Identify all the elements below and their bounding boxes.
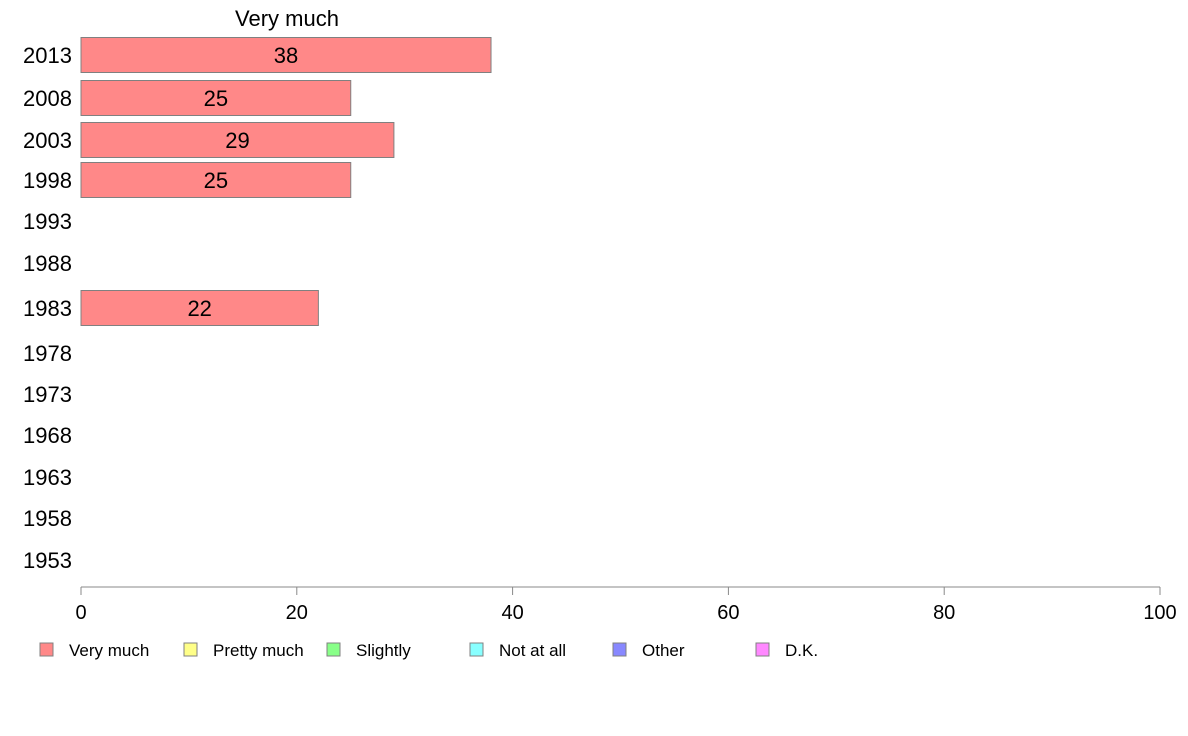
data-label: 29: [225, 128, 249, 153]
y-tick-label: 2008: [23, 86, 72, 111]
legend-label: Other: [642, 641, 685, 660]
legend: Very much Pretty much Slightly Not at all Ot…: [39, 641, 818, 660]
y-tick-label: 1978: [23, 341, 72, 366]
legend-swatch: [469, 642, 484, 657]
x-tick-label: 0: [75, 602, 86, 624]
data-label: 25: [204, 86, 228, 111]
x-tick-label: 80: [933, 602, 955, 624]
x-tick-label: 100: [1143, 602, 1176, 624]
legend-swatch: [326, 642, 341, 657]
legend-swatch: [39, 642, 54, 657]
legend-label: D.K.: [785, 641, 818, 660]
y-tick-label: 1958: [23, 506, 72, 531]
y-tick-label: 1968: [23, 423, 72, 448]
legend-label: Slightly: [356, 641, 411, 660]
y-tick-label: 1988: [23, 251, 72, 276]
chart-title: Very much: [235, 6, 339, 31]
y-tick-label: 2003: [23, 128, 72, 153]
y-tick-label: 1953: [23, 548, 72, 573]
y-tick-label: 1983: [23, 296, 72, 321]
bar: [80, 290, 319, 326]
legend-label: Pretty much: [213, 641, 304, 660]
x-tick-label: 60: [717, 602, 739, 624]
legend-swatch: [755, 642, 770, 657]
bar: [80, 122, 395, 158]
bar: [80, 162, 352, 198]
legend-swatch: [612, 642, 627, 657]
data-label: 22: [187, 296, 211, 321]
x-tick-label: 40: [501, 602, 523, 624]
data-label: 38: [274, 43, 298, 68]
y-tick-label: 1973: [23, 382, 72, 407]
x-axis: 0 20 40 60 80 100: [75, 586, 1177, 624]
x-tick-label: 20: [286, 602, 308, 624]
legend-swatch: [183, 642, 198, 657]
legend-label: Not at all: [499, 641, 566, 660]
y-tick-label: 1998: [23, 168, 72, 193]
data-label: 25: [204, 168, 228, 193]
y-tick-label: 1993: [23, 209, 72, 234]
bar: [80, 80, 352, 116]
chart-rows: 2013 38 2008 25 2003 29 1998 25 1993 1988 1983 22 19…: [23, 37, 492, 573]
bar: [80, 37, 492, 73]
y-tick-label: 1963: [23, 465, 72, 490]
y-tick-label: 2013: [23, 43, 72, 68]
legend-label: Very much: [69, 641, 149, 660]
